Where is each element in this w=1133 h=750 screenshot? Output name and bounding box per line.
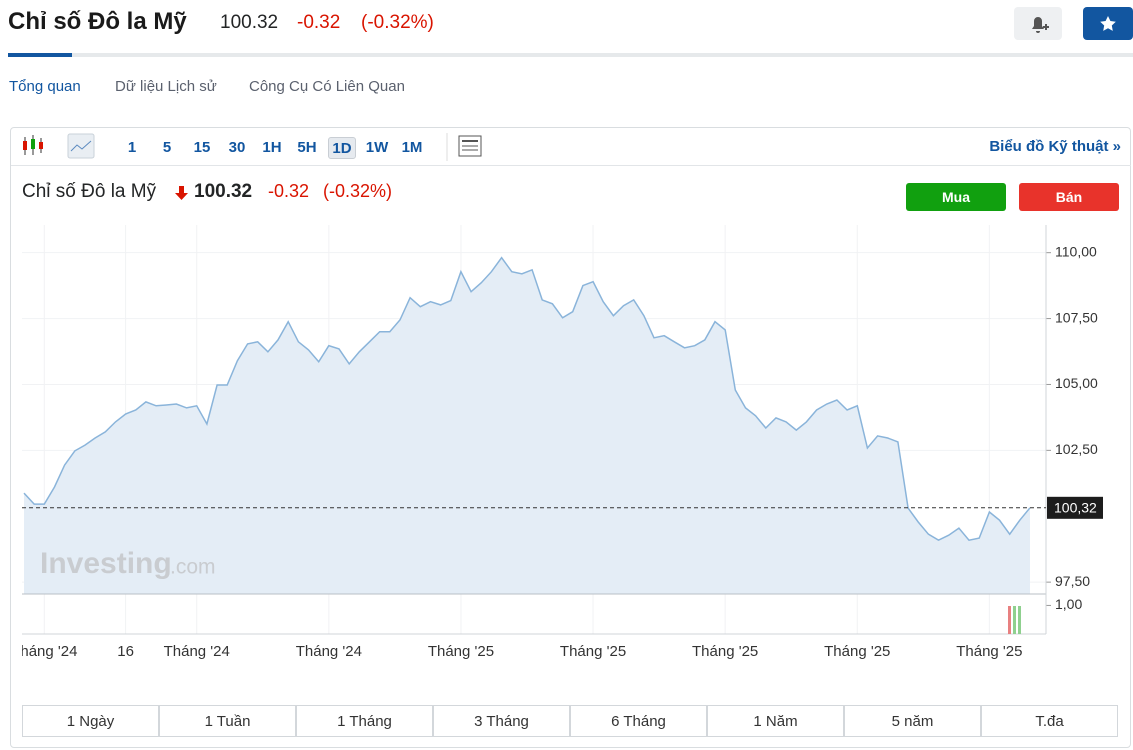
x-tick-label: 16 xyxy=(117,643,134,660)
current-price-box xyxy=(1047,496,1103,519)
watermark-suffix: .com xyxy=(170,556,216,579)
chart-type-icons xyxy=(23,133,95,159)
tab[interactable]: Tổng quan xyxy=(9,78,81,95)
sell-button[interactable]: Bán xyxy=(1019,183,1119,211)
current-price-label: 100,32 xyxy=(1054,500,1097,516)
chart-change: -0.32 xyxy=(268,181,310,201)
x-tick-label: Tháng '25 xyxy=(428,643,494,660)
bell-icon xyxy=(1032,17,1049,33)
buy-button[interactable]: Mua xyxy=(906,183,1006,211)
change-percent: (-0.32%) xyxy=(361,12,434,33)
alert-button[interactable] xyxy=(1014,7,1062,40)
period-button[interactable]: 5 năm xyxy=(844,705,981,737)
interval-button[interactable]: 1W xyxy=(365,139,389,156)
period-button[interactable]: 1 Năm xyxy=(707,705,844,737)
y-tick-label: 110,00 xyxy=(1055,243,1097,259)
x-tick-label: Tháng '25 xyxy=(956,643,1022,660)
x-tick-label: Tháng '25 xyxy=(560,643,626,660)
watermark: Investing xyxy=(40,547,172,580)
technical-chart-link[interactable]: Biểu đồ Kỹ thuật » xyxy=(989,138,1121,155)
interval-button[interactable]: 30 xyxy=(228,139,246,156)
x-tick-label: Tháng '25 xyxy=(692,643,758,660)
chart: 97,50 102,50 105,00 107,50 110,00 1,00 100,32 I… xyxy=(11,225,1103,660)
y-tick-label: 97,50 xyxy=(1055,573,1090,589)
watchlist-button[interactable] xyxy=(1083,7,1133,40)
period-button[interactable]: 1 Tháng xyxy=(296,705,433,737)
interval-button[interactable]: 1 xyxy=(127,139,137,156)
chart-name: Chỉ số Đô la Mỹ xyxy=(22,181,157,202)
period-button[interactable]: 6 Tháng xyxy=(570,705,707,737)
x-tick-label: Tháng '24 xyxy=(11,643,77,660)
tab[interactable]: Dữ liệu Lịch sử xyxy=(115,78,217,95)
interval-button[interactable]: 5H xyxy=(297,139,317,156)
y-tick-label: 105,00 xyxy=(1055,375,1098,391)
change: -0.32 xyxy=(297,12,341,33)
period-button[interactable]: T.đa xyxy=(981,705,1118,737)
area xyxy=(24,257,1030,594)
period-button[interactable]: 1 Ngày xyxy=(22,705,159,737)
volume-tick-label: 1,00 xyxy=(1055,596,1082,612)
layout-icon[interactable] xyxy=(445,133,485,161)
price: 100.32 xyxy=(220,12,279,33)
interval-button[interactable]: 1D xyxy=(328,137,356,159)
period-button[interactable]: 3 Tháng xyxy=(433,705,570,737)
chart-panel xyxy=(10,127,1131,748)
interval-button[interactable]: 1M xyxy=(401,139,423,156)
interval-button[interactable]: 5 xyxy=(162,139,172,156)
x-axis-labels: Tháng '24 16 Tháng '24 Tháng '24 Tháng '25 Th… xyxy=(11,643,1022,660)
chart-change-percent: (-0.32%) xyxy=(323,181,393,201)
y-tick-label: 102,50 xyxy=(1055,441,1098,457)
period-button[interactable]: 1 Tuần xyxy=(159,705,296,737)
star-icon xyxy=(1100,16,1116,31)
y-tick-label: 107,50 xyxy=(1055,309,1098,325)
page-title: Chỉ số Đô la Mỹ xyxy=(8,8,187,35)
tab-underbar xyxy=(8,53,1133,57)
chart-price: 100.32 xyxy=(194,181,253,202)
x-tick-label: Tháng '24 xyxy=(164,643,230,660)
interval-button[interactable]: 1H xyxy=(262,139,282,156)
x-tick-label: Tháng '24 xyxy=(296,643,362,660)
candle-icon[interactable] xyxy=(23,135,43,155)
interval-button[interactable]: 15 xyxy=(193,139,211,156)
volume-bars xyxy=(1008,606,1021,634)
price-line xyxy=(23,256,1031,542)
down-arrow xyxy=(175,186,188,200)
x-tick-label: Tháng '25 xyxy=(824,643,890,660)
tab[interactable]: Công Cụ Có Liên Quan xyxy=(249,78,405,95)
toolbar-separator xyxy=(11,165,1131,166)
area-icon[interactable] xyxy=(67,133,95,159)
